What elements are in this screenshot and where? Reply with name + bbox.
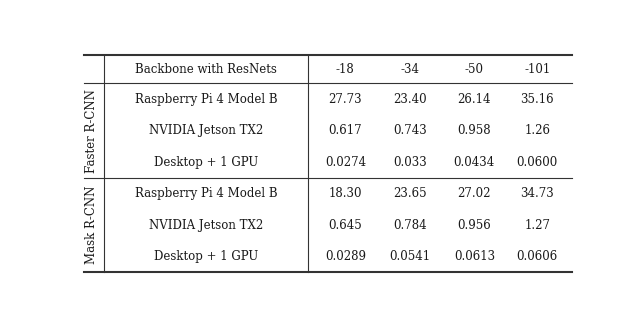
Text: -101: -101 [524, 63, 550, 76]
Text: 1.26: 1.26 [524, 124, 550, 137]
Text: 0.617: 0.617 [328, 124, 362, 137]
Text: 23.40: 23.40 [393, 93, 427, 106]
Text: 0.0434: 0.0434 [454, 156, 495, 169]
Text: 27.02: 27.02 [458, 187, 491, 200]
Text: 0.743: 0.743 [393, 124, 427, 137]
Text: NVIDIA Jetson TX2: NVIDIA Jetson TX2 [149, 124, 263, 137]
Text: 0.0606: 0.0606 [516, 250, 558, 263]
Text: Backbone with ResNets: Backbone with ResNets [135, 63, 277, 76]
Text: Raspberry Pi 4 Model B: Raspberry Pi 4 Model B [134, 93, 277, 106]
Text: -50: -50 [465, 63, 484, 76]
Text: 0.033: 0.033 [393, 156, 427, 169]
Text: 0.645: 0.645 [328, 219, 362, 232]
Text: Desktop + 1 GPU: Desktop + 1 GPU [154, 250, 258, 263]
Text: 23.65: 23.65 [393, 187, 427, 200]
Text: 27.73: 27.73 [328, 93, 362, 106]
Text: 1.27: 1.27 [524, 219, 550, 232]
Text: 0.0274: 0.0274 [324, 156, 366, 169]
Text: 0.0613: 0.0613 [454, 250, 495, 263]
Text: 18.30: 18.30 [328, 187, 362, 200]
Text: 34.73: 34.73 [520, 187, 554, 200]
Text: 0.784: 0.784 [393, 219, 427, 232]
Text: -18: -18 [336, 63, 355, 76]
Text: Desktop + 1 GPU: Desktop + 1 GPU [154, 156, 258, 169]
Text: NVIDIA Jetson TX2: NVIDIA Jetson TX2 [149, 219, 263, 232]
Text: Mask R-CNN: Mask R-CNN [85, 186, 99, 264]
Text: Faster R-CNN: Faster R-CNN [85, 89, 99, 172]
Text: -34: -34 [401, 63, 419, 76]
Text: 0.0541: 0.0541 [389, 250, 431, 263]
Text: Raspberry Pi 4 Model B: Raspberry Pi 4 Model B [134, 187, 277, 200]
Text: 0.956: 0.956 [458, 219, 491, 232]
Text: 0.0289: 0.0289 [325, 250, 366, 263]
Text: 26.14: 26.14 [458, 93, 491, 106]
Text: 0.0600: 0.0600 [516, 156, 558, 169]
Text: 0.958: 0.958 [458, 124, 491, 137]
Text: 35.16: 35.16 [520, 93, 554, 106]
